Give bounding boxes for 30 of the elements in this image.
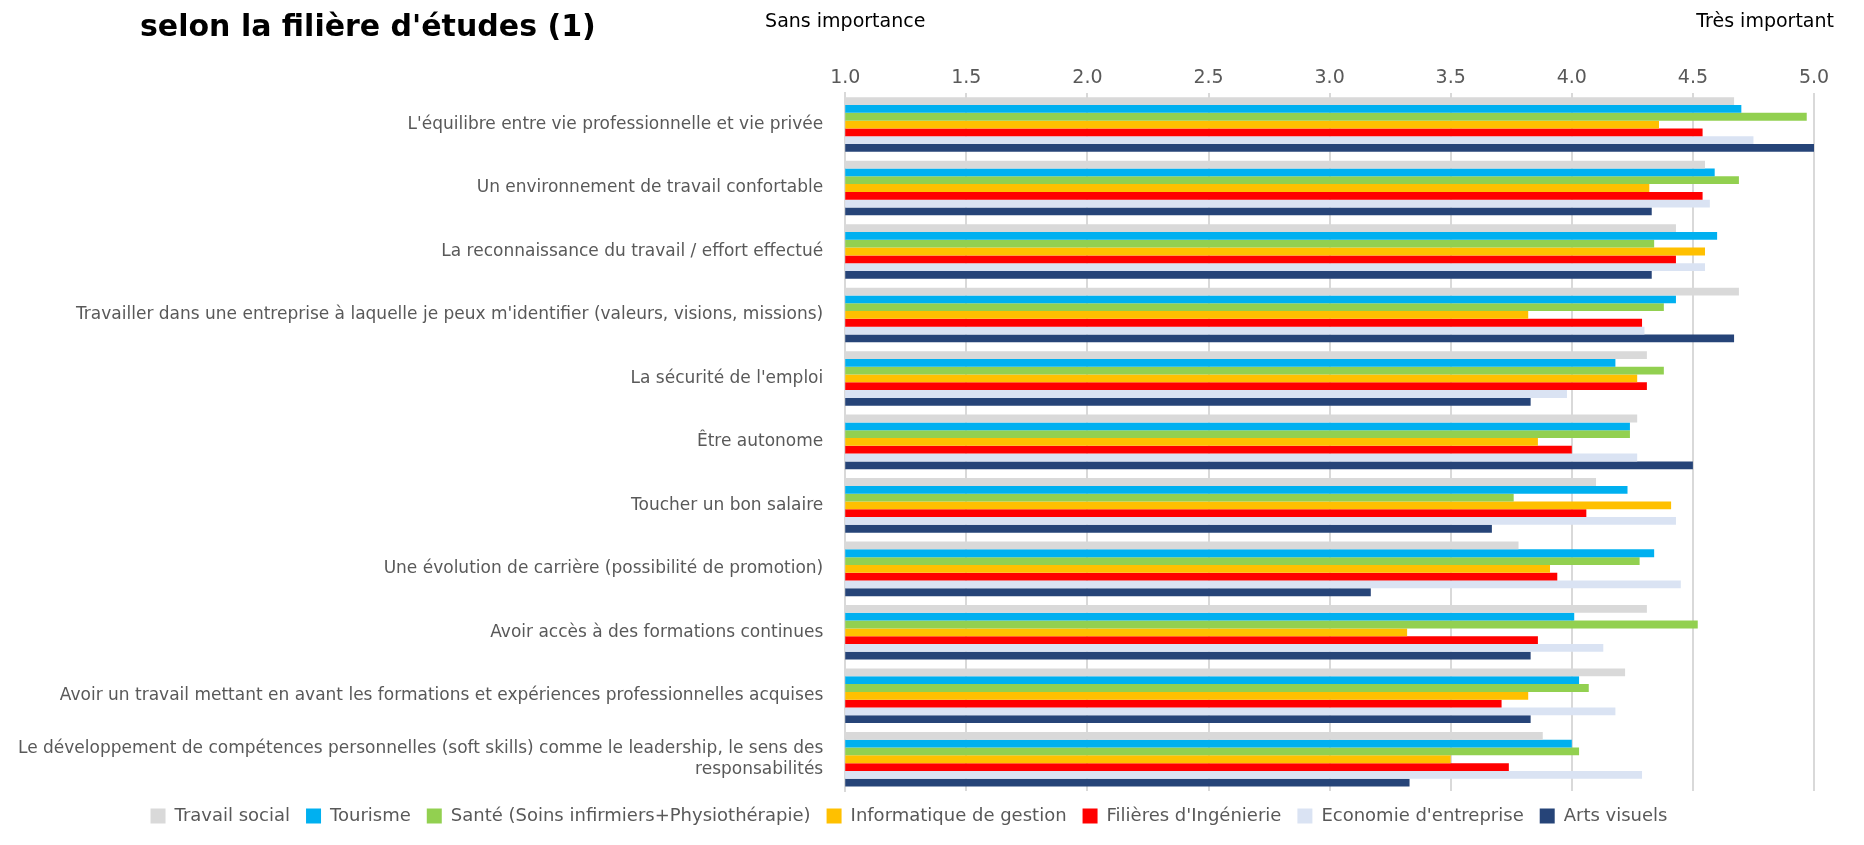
legend-label: Arts visuels bbox=[1563, 803, 1668, 825]
x-tick-label: 2.5 bbox=[1193, 65, 1224, 88]
y-tick-label: Travailler dans une entreprise à laquelle je peux m'identifier (valeurs, visions, missions) bbox=[74, 303, 824, 324]
x-tick-label: 3.5 bbox=[1435, 65, 1466, 88]
y-tick-label: La reconnaissance du travail / effort effectué bbox=[441, 239, 824, 260]
y-tick-label: L'équilibre entre vie professionnelle et vie privée bbox=[407, 112, 824, 133]
legend-label: Informatique de gestion bbox=[850, 803, 1067, 825]
x-tick-label: 4.5 bbox=[1677, 65, 1709, 88]
x-tick-label: 1.0 bbox=[830, 65, 861, 88]
y-tick-label: Avoir un travail mettant en avant les formations et expériences professionnelles acquises bbox=[59, 684, 824, 705]
legend-label: Economie d'entreprise bbox=[1321, 803, 1524, 825]
text: Très important bbox=[1695, 9, 1834, 32]
y-tick-label: Toucher un bon salaire bbox=[630, 493, 824, 514]
y-tick-label: Avoir accès à des formations continues bbox=[490, 620, 824, 641]
legend-label: Travail social bbox=[173, 803, 291, 825]
legend-label: Filières d'Ingénierie bbox=[1106, 803, 1282, 825]
y-tick-label: Une évolution de carrière (possibilité de promotion) bbox=[383, 557, 824, 578]
legend-label: Tourisme bbox=[329, 803, 411, 825]
x-tick-label: 4.0 bbox=[1556, 65, 1587, 88]
text: selon la filière d'études (1) bbox=[140, 8, 596, 43]
y-tick-label: Un environnement de travail confortable bbox=[476, 176, 824, 197]
y-tick-label: Le développement de compétences personnelles (soft skills) comme le leadership, le sens des responsabilités bbox=[17, 737, 824, 778]
x-tick-label: 1.5 bbox=[951, 65, 982, 88]
x-tick-label: 3.0 bbox=[1314, 65, 1345, 88]
text: Sans importance bbox=[765, 9, 926, 32]
y-tick-label: La sécurité de l'emploi bbox=[630, 366, 824, 387]
x-tick-label: 5.0 bbox=[1798, 65, 1830, 88]
y-tick-label: Être autonome bbox=[696, 429, 824, 451]
x-tick-label: 2.0 bbox=[1072, 65, 1103, 88]
legend-label: Santé (Soins infirmiers+Physiothérapie) bbox=[450, 803, 811, 825]
